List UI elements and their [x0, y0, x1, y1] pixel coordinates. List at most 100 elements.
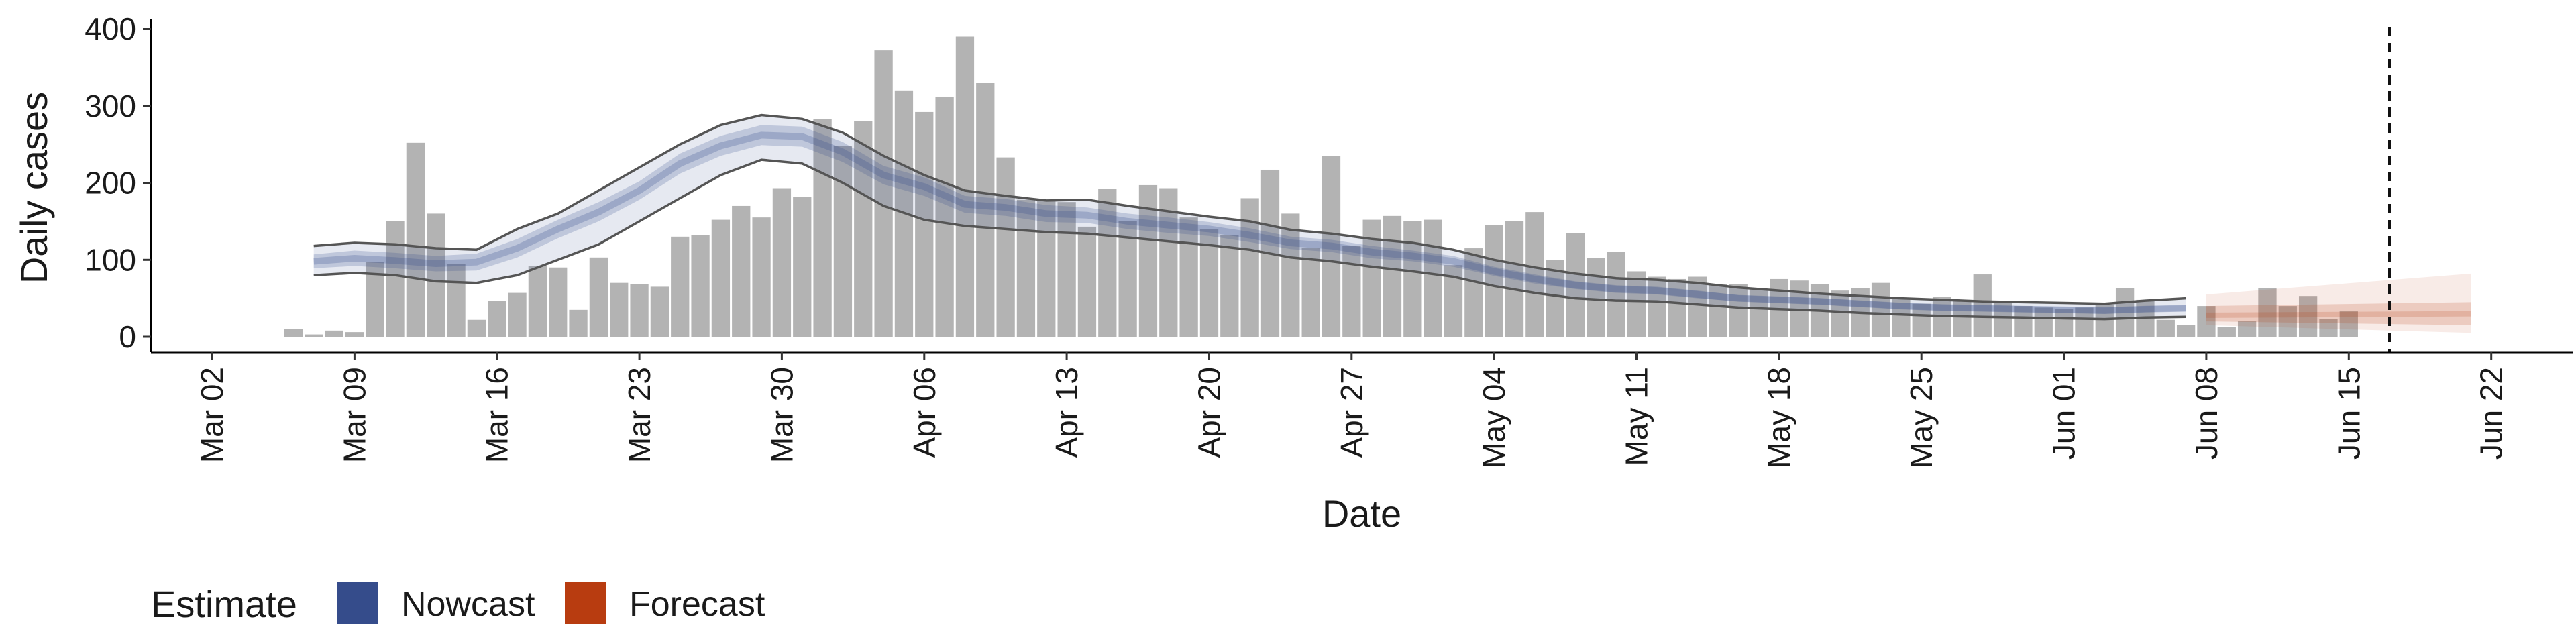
y-tick-label: 200 — [85, 166, 136, 201]
bar — [2197, 306, 2216, 337]
x-tick-label: May 11 — [1619, 367, 1654, 466]
bar — [1383, 215, 1402, 337]
x-tick-label: May 25 — [1904, 367, 1939, 468]
bar — [1016, 199, 1036, 337]
bar — [711, 219, 731, 337]
bar — [813, 119, 832, 337]
x-tick-label: Apr 06 — [907, 367, 942, 458]
bar — [589, 257, 608, 337]
bar — [1709, 284, 1727, 337]
bar — [2095, 304, 2114, 337]
x-axis-title: Date — [1322, 492, 1401, 535]
bar — [2258, 288, 2277, 337]
x-tick-label: Mar 23 — [622, 367, 657, 463]
bar — [1301, 248, 1320, 337]
bar — [2339, 311, 2358, 337]
bar — [772, 188, 792, 337]
bar — [2054, 309, 2074, 337]
forecast-outer-band — [2206, 273, 2471, 333]
legend-label-nowcast: Nowcast — [401, 585, 535, 624]
bar — [650, 286, 669, 337]
legend-title: Estimate — [151, 583, 297, 625]
y-tick-label: 400 — [85, 11, 136, 46]
bar — [2319, 319, 2338, 337]
bar — [2156, 319, 2175, 337]
bar — [1118, 221, 1137, 337]
x-tick-label: Jun 08 — [2189, 367, 2224, 460]
y-axis-ticks: 0 100 200 300 400 — [85, 11, 151, 354]
bar — [874, 50, 893, 337]
bar — [691, 235, 710, 337]
bar — [1688, 276, 1707, 337]
bar — [752, 217, 771, 337]
bar — [1179, 217, 1198, 337]
bar — [1240, 198, 1259, 337]
bar — [976, 83, 995, 337]
x-tick-label: Mar 16 — [480, 367, 515, 463]
legend: Estimate Nowcast Forecast — [151, 582, 765, 625]
nowcast-upper-line — [313, 113, 2186, 305]
x-tick-label: Apr 13 — [1049, 367, 1084, 458]
bar — [1892, 298, 1911, 337]
x-tick-label: May 18 — [1762, 367, 1796, 468]
bar — [1525, 212, 1544, 337]
bar — [935, 96, 954, 337]
bar — [508, 292, 527, 337]
y-axis-title: Daily cases — [13, 92, 55, 284]
bar — [406, 142, 425, 337]
bar — [2298, 296, 2318, 337]
bar — [1485, 225, 1503, 337]
bar-series — [284, 36, 2358, 337]
legend-key-nowcast — [337, 582, 378, 624]
bar — [1098, 189, 1117, 337]
x-tick-label: Mar 09 — [337, 367, 372, 463]
bar — [528, 266, 547, 337]
bar — [1912, 303, 1931, 337]
nowcast-series — [313, 113, 2186, 321]
bar — [1057, 202, 1076, 337]
bar — [2014, 306, 2033, 337]
nowcast-median-line — [313, 131, 2186, 315]
bar — [488, 301, 506, 337]
bar — [1281, 213, 1300, 337]
bar — [2237, 321, 2257, 337]
x-tick-label: May 04 — [1477, 367, 1511, 468]
bar — [1871, 282, 1890, 337]
bar — [1729, 284, 1748, 337]
bar — [1668, 278, 1686, 337]
bar — [833, 146, 853, 337]
bar — [2034, 307, 2053, 337]
bar — [793, 197, 812, 337]
bar — [284, 329, 303, 337]
bar — [569, 309, 588, 337]
bar — [955, 36, 975, 337]
bar — [1953, 299, 1972, 337]
bar — [2217, 327, 2236, 337]
y-tick-label: 300 — [85, 89, 136, 123]
y-tick-label: 0 — [119, 319, 136, 354]
bar — [1403, 221, 1422, 337]
bar — [1566, 233, 1585, 337]
bar — [447, 263, 466, 337]
x-tick-label: Apr 20 — [1192, 367, 1227, 458]
bar — [732, 205, 751, 337]
y-tick-label: 100 — [85, 242, 136, 277]
x-tick-label: Mar 30 — [764, 367, 799, 463]
bar — [467, 319, 486, 337]
axes — [150, 19, 2573, 354]
legend-label-forecast: Forecast — [629, 585, 765, 624]
x-tick-label: Jun 22 — [2474, 367, 2509, 460]
bar — [1648, 276, 1666, 337]
bar — [854, 121, 873, 337]
forecast-median-line — [2206, 311, 2471, 318]
forecast-series — [2206, 273, 2471, 333]
bar — [1342, 246, 1361, 337]
bar — [386, 221, 405, 337]
bar — [1037, 199, 1056, 337]
bar — [1749, 288, 1768, 337]
bar — [610, 282, 629, 337]
bar — [996, 157, 1015, 337]
bar — [1220, 235, 1239, 337]
bar — [549, 267, 568, 337]
